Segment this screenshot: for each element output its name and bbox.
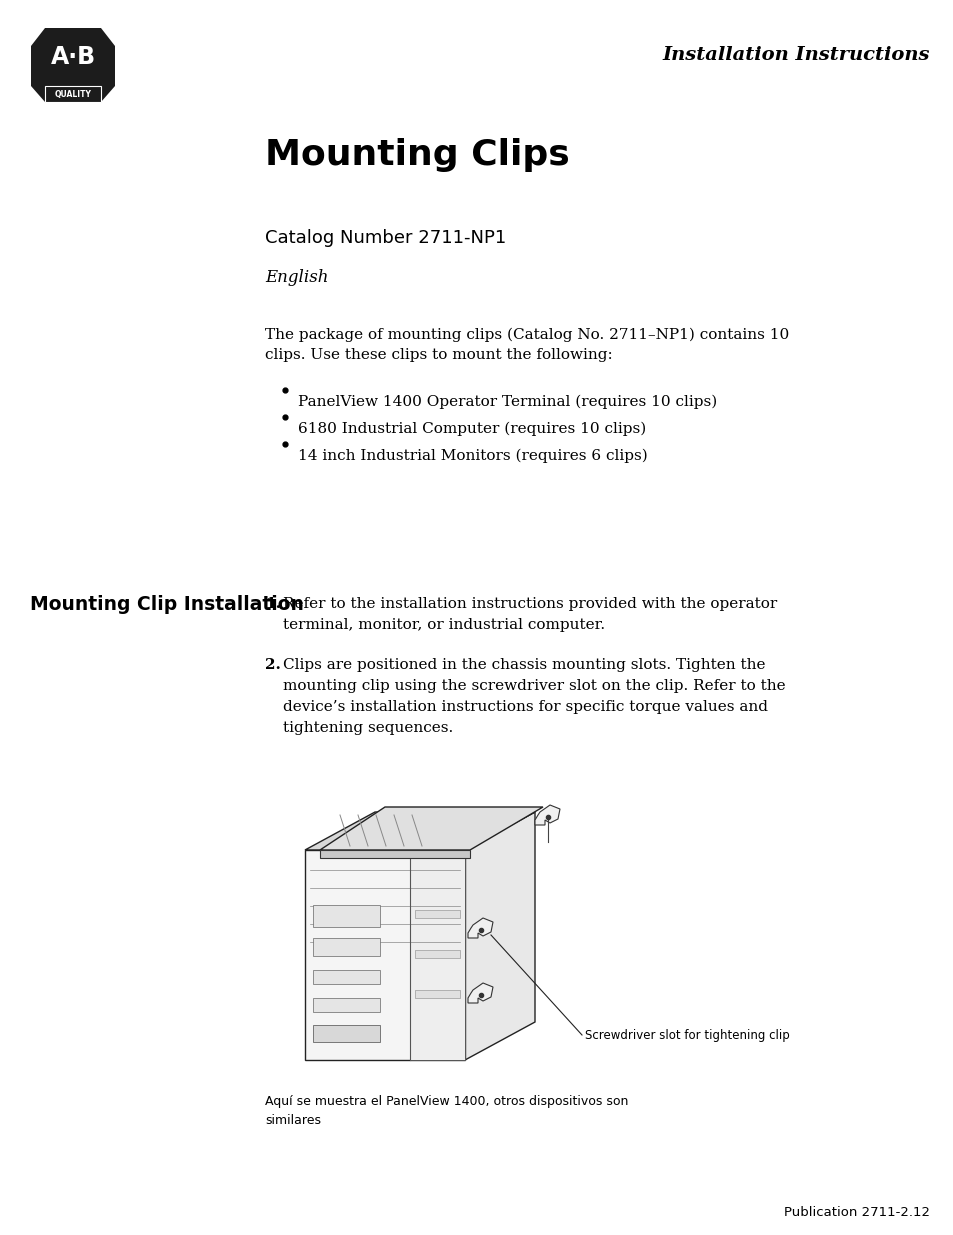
Polygon shape — [319, 850, 470, 858]
Polygon shape — [319, 806, 542, 850]
Text: A·B: A·B — [51, 44, 95, 69]
Polygon shape — [313, 1025, 379, 1042]
Text: 2.: 2. — [265, 658, 280, 672]
Text: mounting clip using the screwdriver slot on the clip. Refer to the: mounting clip using the screwdriver slot… — [283, 679, 785, 693]
Polygon shape — [313, 939, 379, 956]
Polygon shape — [535, 805, 559, 825]
Text: The package of mounting clips (Catalog No. 2711–NP1) contains 10: The package of mounting clips (Catalog N… — [265, 329, 788, 342]
Text: Publication 2711-2.12: Publication 2711-2.12 — [783, 1207, 929, 1219]
Text: Clips are positioned in the chassis mounting slots. Tighten the: Clips are positioned in the chassis moun… — [283, 658, 764, 672]
Text: Mounting Clips: Mounting Clips — [265, 138, 569, 172]
Polygon shape — [313, 969, 379, 984]
FancyBboxPatch shape — [45, 86, 101, 103]
Polygon shape — [305, 850, 464, 1060]
Text: similares: similares — [265, 1114, 320, 1128]
Text: terminal, monitor, or industrial computer.: terminal, monitor, or industrial compute… — [283, 618, 604, 632]
Text: 1.: 1. — [265, 597, 281, 611]
Text: 6180 Industrial Computer (requires 10 clips): 6180 Industrial Computer (requires 10 cl… — [297, 422, 645, 436]
Text: QUALITY: QUALITY — [54, 89, 91, 99]
Polygon shape — [468, 918, 493, 939]
Polygon shape — [415, 990, 459, 998]
Polygon shape — [415, 950, 459, 958]
Polygon shape — [410, 850, 464, 1060]
Text: Mounting Clip Installation: Mounting Clip Installation — [30, 595, 304, 615]
Polygon shape — [305, 811, 535, 850]
Polygon shape — [30, 28, 115, 103]
Text: Installation Instructions: Installation Instructions — [661, 46, 929, 64]
Polygon shape — [415, 910, 459, 918]
Text: Refer to the installation instructions provided with the operator: Refer to the installation instructions p… — [283, 597, 777, 611]
Polygon shape — [468, 983, 493, 1003]
Text: clips. Use these clips to mount the following:: clips. Use these clips to mount the foll… — [265, 348, 612, 362]
Text: tightening sequences.: tightening sequences. — [283, 721, 453, 735]
Text: English: English — [265, 268, 328, 285]
Text: device’s installation instructions for specific torque values and: device’s installation instructions for s… — [283, 700, 767, 714]
Text: 14 inch Industrial Monitors (requires 6 clips): 14 inch Industrial Monitors (requires 6 … — [297, 450, 647, 463]
Polygon shape — [313, 905, 379, 927]
Text: PanelView 1400 Operator Terminal (requires 10 clips): PanelView 1400 Operator Terminal (requir… — [297, 395, 717, 409]
Text: Catalog Number 2711-NP1: Catalog Number 2711-NP1 — [265, 228, 506, 247]
Polygon shape — [313, 998, 379, 1011]
Text: Screwdriver slot for tightening clip: Screwdriver slot for tightening clip — [584, 1029, 789, 1041]
Text: Aquí se muestra el PanelView 1400, otros dispositivos son: Aquí se muestra el PanelView 1400, otros… — [265, 1095, 628, 1108]
Polygon shape — [464, 811, 535, 1060]
